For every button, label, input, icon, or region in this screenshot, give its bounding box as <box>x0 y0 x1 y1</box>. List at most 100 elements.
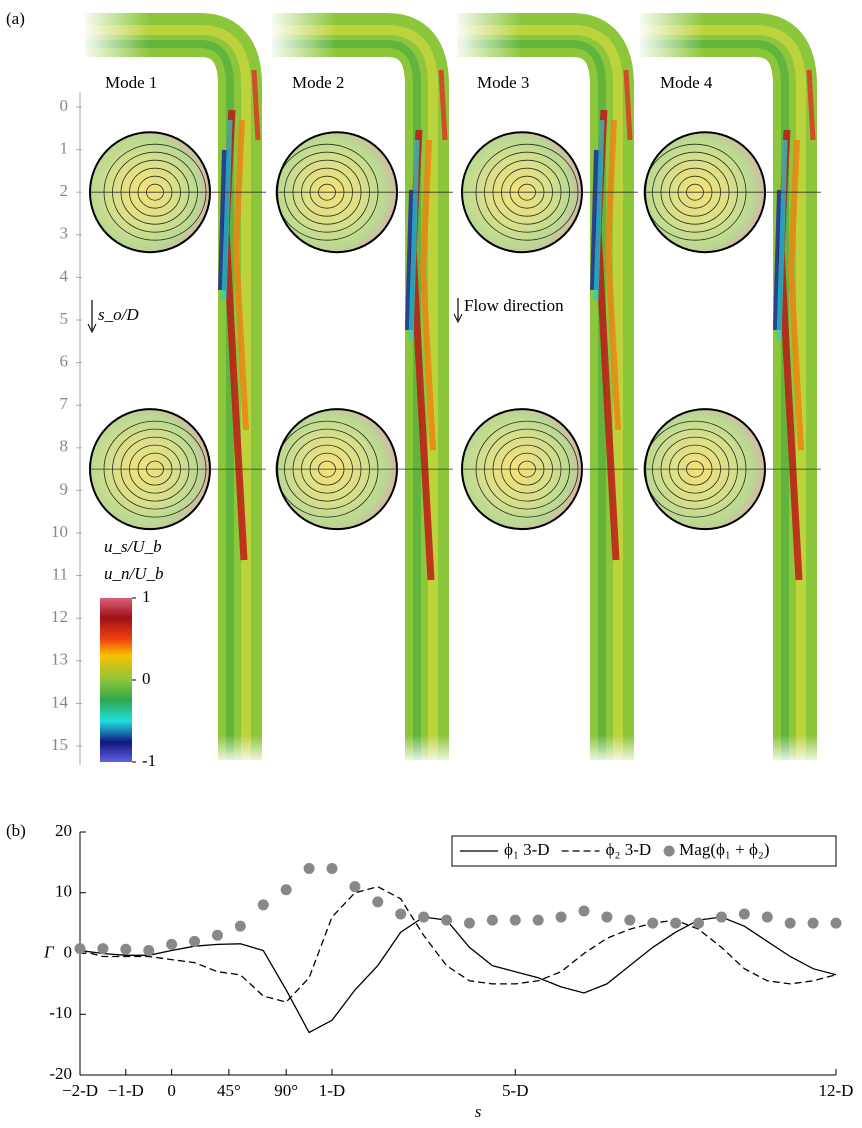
mode-label: Mode 3 <box>477 73 529 92</box>
colorbar-tick-label: 1 <box>142 587 151 606</box>
series-line <box>79 916 837 1034</box>
pipe-streak <box>604 119 621 431</box>
marker <box>532 914 544 926</box>
pipe-band <box>85 25 251 760</box>
arrow-head <box>87 323 97 334</box>
pipe-band <box>457 25 623 760</box>
legend-label: Mag(ϕ₁ + ϕ₂) <box>679 840 769 859</box>
pipe-streak <box>593 119 605 301</box>
marker <box>211 929 223 941</box>
x-tick-label: 90° <box>274 1081 298 1100</box>
x-tick-label: 5-D <box>502 1081 528 1100</box>
marker <box>166 938 178 950</box>
so-tick-label: 11 <box>52 565 68 584</box>
marker <box>647 917 659 929</box>
so-tick-label: 3 <box>60 224 69 243</box>
panel-a: (a) Mode 1 Mode 2 Mode 3 Mode 4012345678910… <box>6 8 825 770</box>
y-tick-label: -10 <box>49 1003 72 1022</box>
marker <box>418 911 430 923</box>
pipe <box>85 12 262 760</box>
colorbar-label: u_n/U_b <box>104 564 164 583</box>
fade <box>582 735 642 765</box>
axis-label: s_o/D <box>98 305 139 324</box>
fade <box>765 735 825 765</box>
colorbar-tick-label: -1 <box>142 751 156 770</box>
so-tick-label: 13 <box>51 650 68 669</box>
marker <box>555 911 567 923</box>
so-tick-label: 14 <box>51 692 69 711</box>
y-tick-label: 0 <box>64 942 73 961</box>
pipe-streak <box>408 139 420 341</box>
marker <box>807 917 819 929</box>
legend-label: ϕ₁ 3-D <box>504 840 550 859</box>
marker <box>326 862 338 874</box>
pipe-streak <box>776 139 788 341</box>
y-axis-label: Γ <box>43 942 55 961</box>
marker <box>303 862 315 874</box>
y-tick-label: 10 <box>55 882 72 901</box>
marker <box>715 911 727 923</box>
panel-b: (b) -20 -10 0 10 20 −2-D −1-D 0 45° 90° 1-D 5-D 12-D… <box>6 821 853 1121</box>
so-tick-label: 4 <box>60 266 69 285</box>
marker <box>280 884 292 896</box>
x-tick-label: −2-D <box>62 1081 98 1100</box>
so-tick-label: 1 <box>60 139 69 158</box>
so-tick-label: 8 <box>60 437 69 456</box>
marker <box>693 917 705 929</box>
marker <box>257 899 269 911</box>
flow-direction: Flow direction <box>464 296 564 315</box>
fade <box>210 735 270 765</box>
marker <box>395 908 407 920</box>
fade <box>80 8 150 68</box>
pipe-band <box>272 40 421 760</box>
pipe <box>272 12 449 760</box>
marker <box>784 917 796 929</box>
so-tick-label: 0 <box>60 96 69 115</box>
marker <box>97 943 109 955</box>
marker <box>578 905 590 917</box>
pipe-band <box>457 40 606 760</box>
pipe-streak <box>623 69 633 141</box>
marker <box>463 917 475 929</box>
fade <box>635 8 705 68</box>
pipe-streak <box>438 69 448 141</box>
marker <box>74 943 86 955</box>
marker <box>234 920 246 932</box>
marker <box>624 914 636 926</box>
pipe-band <box>640 40 789 760</box>
panel-label: (b) <box>6 821 26 840</box>
marker <box>441 914 453 926</box>
x-tick-label: 0 <box>167 1081 176 1100</box>
pipe-band <box>640 25 806 760</box>
marker <box>601 911 613 923</box>
marker <box>349 881 361 893</box>
legend-marker <box>663 845 675 857</box>
pipe-band <box>272 25 438 760</box>
x-tick-label: 12-D <box>819 1081 854 1100</box>
marker <box>372 896 384 908</box>
pipe-streak <box>419 139 436 451</box>
pipe-streak <box>251 69 261 141</box>
marker <box>120 943 132 955</box>
pipe-band <box>85 40 234 760</box>
pipe <box>457 12 634 760</box>
marker <box>143 944 155 956</box>
x-axis-label: s <box>475 1102 482 1121</box>
x-tick-label: 1-D <box>319 1081 345 1100</box>
marker <box>509 914 521 926</box>
x-tick-label: 45° <box>217 1081 241 1100</box>
mode-label: Mode 1 <box>105 73 157 92</box>
marker <box>189 935 201 947</box>
so-tick-label: 6 <box>60 352 69 371</box>
so-tick-label: 2 <box>60 181 69 200</box>
mode-label: Mode 4 <box>660 73 713 92</box>
x-tick-label: −1-D <box>108 1081 144 1100</box>
marker <box>830 917 842 929</box>
marker <box>738 908 750 920</box>
colorbar-tick-label: 0 <box>142 669 151 688</box>
pipe <box>640 12 817 760</box>
pipe-streak <box>232 119 249 431</box>
panel-label: (a) <box>6 9 25 28</box>
fade <box>452 8 522 68</box>
